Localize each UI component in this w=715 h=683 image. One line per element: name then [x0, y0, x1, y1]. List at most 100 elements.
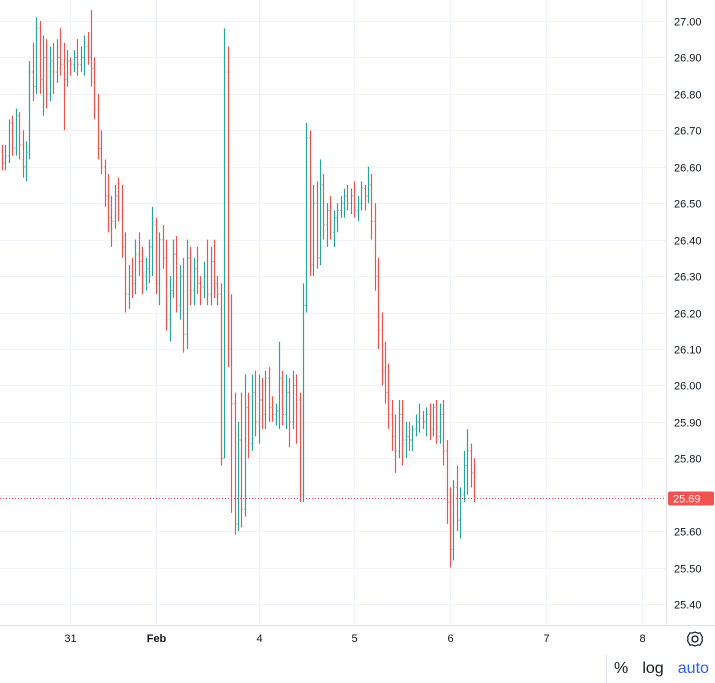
ohlc-bar	[110, 195, 113, 247]
ohlc-bar	[148, 239, 151, 284]
ohlc-bar	[141, 246, 144, 295]
ohlc-bar	[305, 123, 308, 313]
ohlc-bar	[52, 42, 55, 94]
price-axis[interactable]: 27.00 26.90 26.80 26.70 26.60 26.50 26.40 26.30…	[674, 17, 702, 612]
ohlc-bar	[80, 46, 83, 73]
price-tick-label: 26.10	[674, 345, 702, 357]
ohlc-bar	[425, 407, 428, 437]
ohlc-bar	[223, 28, 226, 459]
ohlc-bar	[463, 450, 466, 502]
last-price-label: 25.69	[668, 491, 714, 506]
grid	[0, 0, 666, 625]
ohlc-bar	[316, 181, 319, 269]
ohlc-bar	[268, 367, 271, 422]
ohlc-bar	[114, 184, 117, 229]
ohlc-bar	[353, 181, 356, 218]
ohlc-bar	[69, 57, 72, 76]
ohlc-bar	[244, 374, 247, 517]
percent-scale-button[interactable]: %	[614, 660, 629, 677]
price-tick-label: 26.80	[674, 90, 702, 102]
ohlc-bar	[11, 115, 14, 156]
price-tick-label: 27.00	[674, 17, 702, 29]
ohlc-bar	[333, 210, 336, 247]
time-tick-label: 4	[256, 633, 262, 645]
ohlc-bar	[121, 184, 124, 258]
ohlc-bar	[104, 159, 107, 207]
ohlc-bar	[45, 39, 48, 109]
ohlc-bar	[452, 480, 455, 561]
ohlc-bar	[336, 203, 339, 233]
ohlc-bar	[182, 257, 185, 353]
ohlc-bar	[261, 378, 264, 430]
ohlc-bar	[162, 225, 165, 269]
ohlc-bar	[28, 61, 31, 160]
ohlc-bar	[302, 283, 305, 502]
ohlc-bar	[295, 374, 298, 444]
price-tick-label: 25.80	[674, 454, 702, 466]
ohlc-bar	[189, 246, 192, 306]
ohlc-bar	[446, 440, 449, 524]
ohlc-bar	[271, 396, 274, 422]
ohlc-bar	[199, 276, 202, 306]
ohlc-bar	[275, 403, 278, 426]
ohlc-bar	[158, 232, 161, 306]
ohlc-bar	[172, 239, 175, 298]
ohlc-bar	[32, 42, 35, 102]
ohlc-bar	[312, 184, 315, 277]
ohlc-bar	[364, 184, 367, 211]
price-series	[1, 10, 476, 568]
ohlc-bar	[56, 39, 59, 83]
price-tick-label: 26.40	[674, 236, 702, 248]
ohlc-bar	[39, 21, 42, 94]
ohlc-bar	[374, 203, 377, 291]
ohlc-bar	[179, 265, 182, 320]
ohlc-bar	[288, 378, 291, 448]
ohlc-bar	[73, 50, 76, 73]
ohlc-bar	[340, 195, 343, 218]
ohlc-bar	[357, 195, 360, 222]
ohlc-bar	[405, 421, 408, 459]
ohlc-bar	[435, 399, 438, 444]
time-tick-label: 5	[351, 633, 357, 645]
price-tick-label: 25.90	[674, 418, 702, 430]
ohlc-bar	[422, 410, 425, 430]
ohlc-bar	[213, 239, 216, 298]
chart[interactable]: 27.00 26.90 26.80 26.70 26.60 26.50 26.40 26.30…	[0, 0, 715, 655]
ohlc-bar	[343, 188, 346, 218]
log-scale-button[interactable]: log	[642, 660, 664, 677]
ohlc-bar	[97, 93, 100, 160]
ohlc-bar	[292, 370, 295, 430]
scale-toolbar: % log auto	[606, 655, 715, 683]
ohlc-bar	[459, 487, 462, 539]
ohlc-bar	[394, 414, 397, 473]
ohlc-bar	[322, 174, 325, 240]
ohlc-bar	[169, 276, 172, 342]
ohlc-bar	[8, 119, 11, 164]
price-tick-label: 25.50	[674, 564, 702, 576]
price-tick-label: 25.40	[674, 600, 702, 612]
ohlc-bar	[186, 239, 189, 349]
ohlc-bar	[22, 130, 25, 178]
time-axis[interactable]: 31 Feb 4 5 6 7 8	[64, 633, 645, 645]
ohlc-bar	[18, 112, 21, 160]
ohlc-bar	[175, 235, 178, 313]
ohlc-bar	[66, 50, 69, 87]
price-tick-label: 25.60	[674, 527, 702, 539]
ohlc-bar	[329, 195, 332, 240]
ohlc-bar	[408, 421, 411, 451]
ohlc-bar	[442, 399, 445, 466]
settings-gear-icon[interactable]	[684, 628, 706, 650]
ohlc-bar	[415, 414, 418, 437]
ohlc-bar	[429, 403, 432, 441]
ohlc-bar	[131, 257, 134, 298]
ohlc-bar	[240, 392, 243, 528]
time-tick-label: 8	[639, 633, 645, 645]
ohlc-bar	[151, 206, 154, 277]
ohlc-bar	[83, 35, 86, 76]
auto-scale-button[interactable]: auto	[677, 660, 709, 677]
ohlc-bar	[251, 374, 254, 451]
price-tick-label: 26.90	[674, 53, 702, 65]
ohlc-bar	[387, 363, 390, 430]
ohlc-bar	[398, 399, 401, 459]
ohlc-bar	[15, 108, 18, 156]
